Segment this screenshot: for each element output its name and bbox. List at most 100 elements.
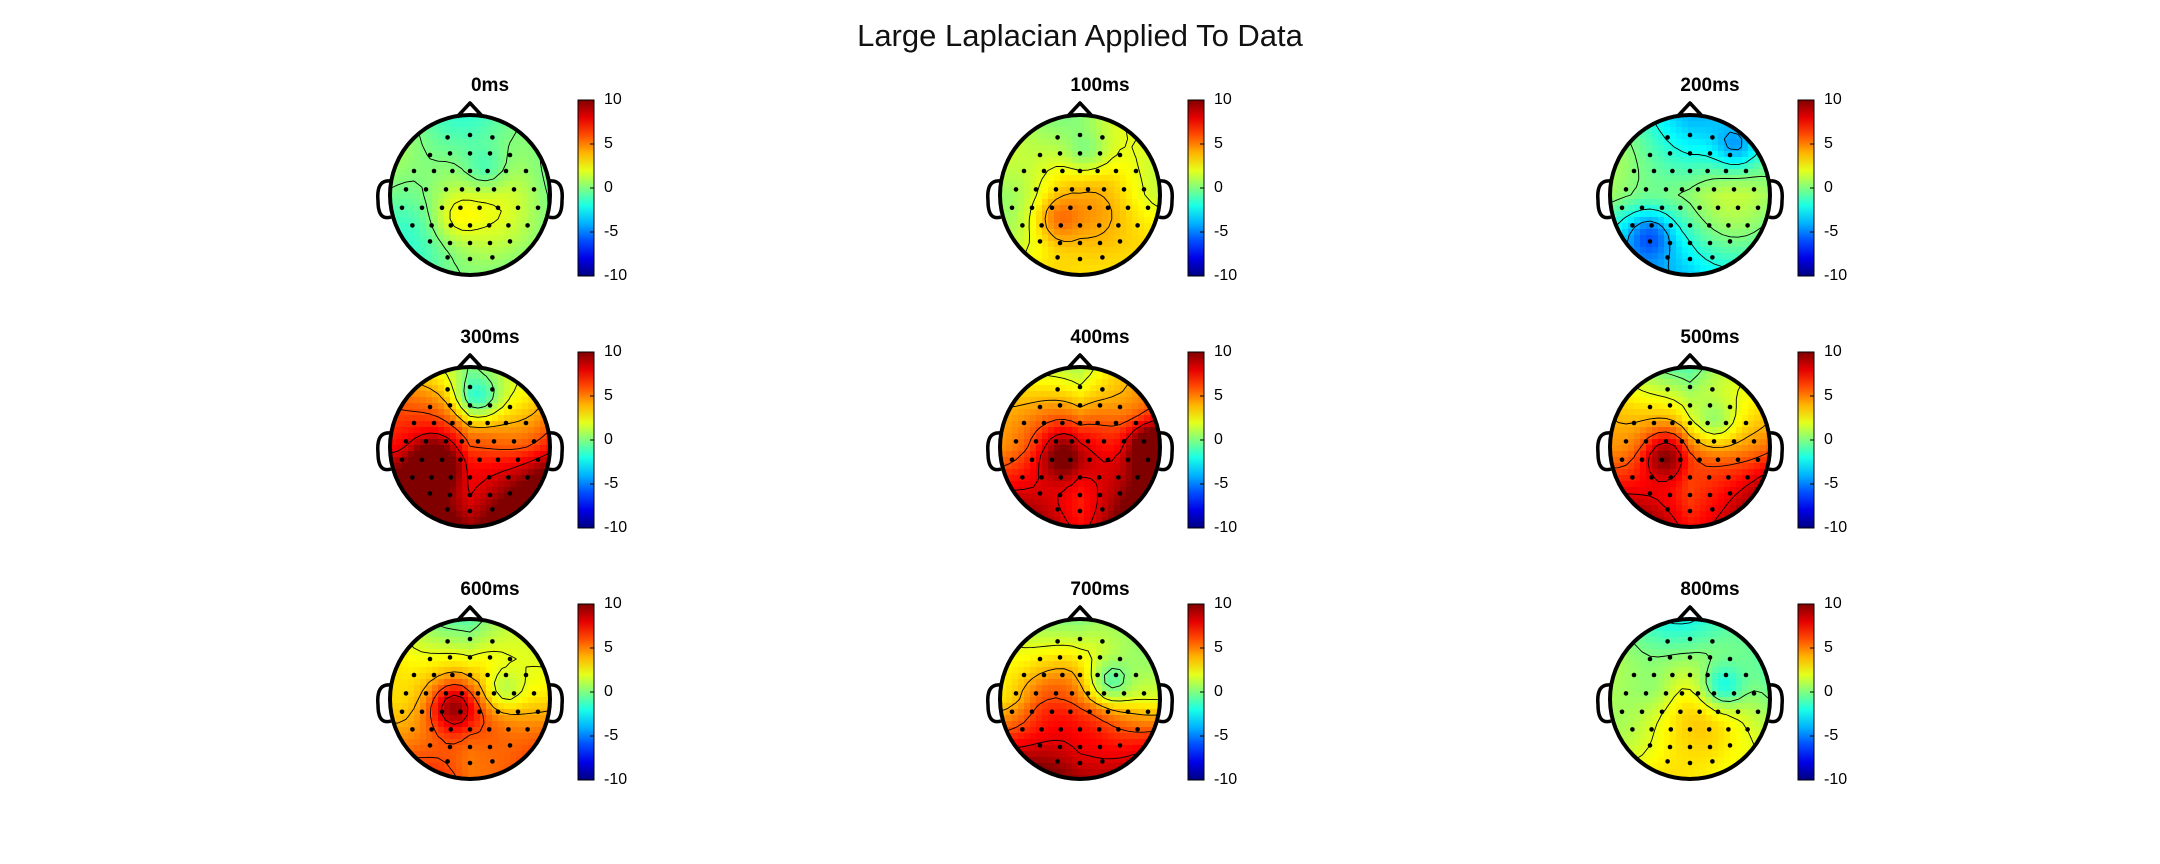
topoplot-panel: 700ms 10 5 0 -5 -10 xyxy=(986,579,1250,799)
electrode-marker xyxy=(450,420,455,426)
electrode-markers xyxy=(399,636,541,766)
right-ear-outline xyxy=(548,431,564,472)
electrode-marker xyxy=(1097,655,1103,660)
electrode-marker xyxy=(399,457,405,463)
electrode-marker xyxy=(1077,384,1083,390)
electrode-marker xyxy=(448,223,454,228)
electrode-marker xyxy=(1133,672,1139,678)
electrode-marker xyxy=(1033,439,1039,444)
electrode-marker xyxy=(1077,744,1083,750)
electrode-marker xyxy=(1687,760,1693,766)
electrode-marker xyxy=(525,475,530,480)
electrode-marker xyxy=(1097,403,1103,408)
panel-title: 400ms xyxy=(1070,327,1130,348)
electrode-marker xyxy=(515,457,521,463)
electrode-marker xyxy=(1095,672,1100,678)
electrode-marker xyxy=(1663,439,1669,444)
electrode-marker xyxy=(1077,655,1083,660)
left-ear-outline xyxy=(1596,683,1612,724)
colorbar-tick-label: 5 xyxy=(1824,387,1833,404)
head-outline xyxy=(1608,617,1772,781)
electrode-marker xyxy=(523,672,529,678)
electrode-marker xyxy=(445,255,450,260)
electrode-marker xyxy=(531,439,537,444)
electrode-marker xyxy=(1649,223,1654,228)
electrode-marker xyxy=(1707,655,1713,660)
colorbar-tick-label: 10 xyxy=(604,343,622,360)
electrode-marker xyxy=(1623,439,1629,444)
electrode-marker xyxy=(423,187,429,192)
electrode-marker xyxy=(1021,672,1027,678)
electrode-marker xyxy=(491,439,497,444)
electrode-marker xyxy=(1041,672,1047,678)
electrode-marker xyxy=(1053,439,1059,444)
electrode-marker xyxy=(490,507,495,512)
electrode-marker xyxy=(1639,457,1645,463)
electrode-marker xyxy=(1087,457,1092,463)
electrode-marker xyxy=(431,168,437,174)
electrode-marker xyxy=(459,439,465,444)
electrode-marker xyxy=(1687,132,1693,138)
electrode-marker xyxy=(1105,205,1111,211)
electrode-marker xyxy=(1687,384,1693,390)
electrode-marker xyxy=(525,727,530,732)
electrode-marker xyxy=(467,672,473,678)
panel-title: 600ms xyxy=(460,579,520,600)
electrode-marker xyxy=(477,205,482,211)
electrode-marker xyxy=(1057,655,1063,660)
electrode-marker xyxy=(1085,691,1091,696)
electrode-marker xyxy=(1659,205,1665,211)
electrode-marker xyxy=(450,672,455,678)
electrode-marker xyxy=(495,205,501,211)
head-outline xyxy=(388,365,552,529)
electrode-marker xyxy=(1695,439,1701,444)
electrode-marker xyxy=(475,691,481,696)
electrode-marker xyxy=(1009,457,1015,463)
electrode-marker xyxy=(1077,727,1083,732)
electrode-marker xyxy=(1077,492,1083,498)
topoplot-svg xyxy=(1596,351,1815,529)
colorbar-tick-label: -5 xyxy=(604,727,619,744)
electrode-marker xyxy=(1695,691,1701,696)
electrode-marker xyxy=(1751,439,1757,444)
topoplot-panel: 600ms 10 5 0 -5 -10 xyxy=(376,579,640,799)
electrode-marker xyxy=(1077,168,1083,174)
electrode-marker xyxy=(475,187,481,192)
nose-outline xyxy=(1065,605,1095,623)
electrode-marker xyxy=(1141,187,1147,192)
electrode-marker xyxy=(1665,639,1670,644)
electrode-marker xyxy=(523,168,529,174)
electrode-marker xyxy=(1735,709,1741,715)
electrode-marker xyxy=(445,135,450,140)
electrode-marker xyxy=(429,475,434,480)
electrode-marker xyxy=(490,759,495,764)
electrode-marker xyxy=(1100,507,1105,512)
electrode-marker xyxy=(1133,168,1139,174)
electrode-marker xyxy=(1068,457,1073,463)
electrode-marker xyxy=(1711,439,1717,444)
electrode-marker xyxy=(1668,223,1674,228)
colorbar-tick-label: -5 xyxy=(1824,223,1839,240)
electrode-marker xyxy=(1087,709,1092,715)
electrode-marker xyxy=(1731,439,1737,444)
electrode-marker xyxy=(1020,727,1025,732)
electrode-marker xyxy=(1097,240,1103,246)
electrode-marker xyxy=(431,420,437,426)
electrode-marker xyxy=(525,223,530,228)
electrode-marker xyxy=(1755,709,1761,715)
electrode-marker xyxy=(1021,420,1027,426)
electrode-marker xyxy=(1667,403,1673,408)
electrode-marker xyxy=(507,239,513,244)
electrode-marker xyxy=(1663,187,1669,192)
left-ear-outline xyxy=(986,179,1002,220)
electrode-marker xyxy=(1706,223,1712,228)
electrode-marker xyxy=(1077,403,1083,408)
electrode-marker xyxy=(1097,151,1103,156)
head-outline xyxy=(388,113,552,277)
electrode-marker xyxy=(1055,759,1060,764)
panel-title: 100ms xyxy=(1070,75,1130,96)
electrode-marker xyxy=(1665,255,1670,260)
electrode-marker xyxy=(503,420,509,426)
electrode-marker xyxy=(1697,457,1702,463)
colorbar-tick-label: 0 xyxy=(1824,179,1833,196)
